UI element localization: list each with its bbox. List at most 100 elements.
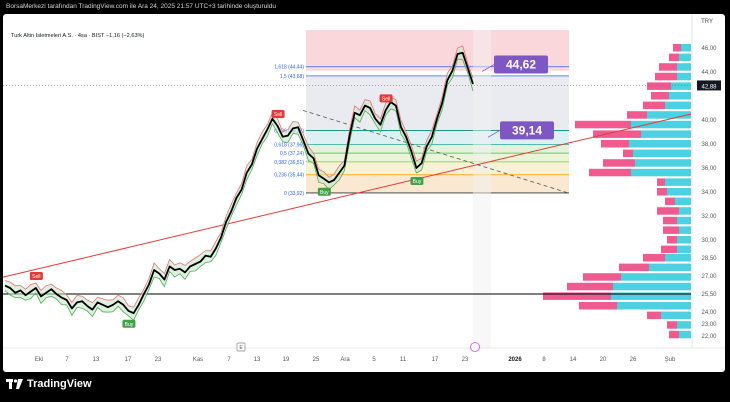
- annotation-callout: [494, 55, 548, 74]
- fib-level-label: 1,5 (43,68): [280, 74, 305, 80]
- volume-profile-down-bar: [593, 130, 641, 138]
- volume-profile-up-bar: [667, 188, 691, 196]
- x-tick-label: 14: [570, 357, 577, 363]
- chart-legend: Turk Altin Isletmeleri A.S. · 4sa · BIST…: [11, 33, 144, 39]
- volume-profile-down-bar: [661, 245, 677, 254]
- price-chart[interactable]: 1,618 (44,44)1,5 (43,68)0,786 (39,13)0,6…: [3, 14, 725, 372]
- volume-profile-down-bar: [575, 120, 631, 129]
- volume-profile-up-bar: [679, 207, 691, 215]
- volume-profile-up-bar: [669, 92, 691, 100]
- x-tick-label: 2026: [508, 357, 522, 363]
- signal-sell-label: Sell: [382, 96, 390, 102]
- earnings-marker-label: E: [239, 345, 243, 351]
- volume-profile-up-bar: [671, 82, 691, 90]
- projection-dashed-line: [302, 110, 570, 194]
- volume-profile-down-bar: [673, 44, 681, 52]
- x-tick-label: 19: [283, 357, 290, 363]
- volume-profile-down-bar: [643, 101, 665, 110]
- volume-profile-down-bar: [665, 197, 675, 206]
- volume-profile-up-bar: [661, 311, 691, 320]
- volume-profile-up-bar: [677, 72, 691, 81]
- volume-profile-up-bar: [665, 178, 691, 186]
- volume-profile-down-bar: [619, 263, 649, 272]
- volume-profile-up-bar: [675, 197, 691, 206]
- currency-label: TRY: [701, 19, 713, 25]
- volume-profile-up-bar: [611, 292, 691, 300]
- signal-sell-label: Sell: [32, 274, 40, 280]
- fib-zone-band: [306, 161, 569, 175]
- annotation-label: 39,14: [512, 123, 542, 137]
- y-tick-label: 34,00: [701, 190, 717, 196]
- last-price-label: 42,88: [701, 84, 717, 90]
- volume-profile-down-bar: [647, 82, 671, 90]
- header-bar: BorsaMerkezi tarafından TradingView.com …: [0, 0, 730, 14]
- volume-profile-down-bar: [647, 311, 661, 320]
- y-tick-label: 28,50: [701, 256, 717, 262]
- volume-profile-up-bar: [635, 159, 691, 167]
- volume-profile-down-bar: [659, 63, 677, 71]
- signal-buy-badge: [410, 177, 424, 185]
- footer-brand[interactable]: TradingView: [6, 378, 92, 390]
- upper-band-line: [4, 45, 474, 308]
- fib-level-label: 1,618 (44,44): [274, 65, 304, 71]
- fib-level-label: 0,618 (37,96): [274, 142, 304, 148]
- volume-profile-up-bar: [613, 282, 691, 291]
- signal-sell-badge: [29, 272, 43, 280]
- lower-band-line: [4, 58, 474, 321]
- y-tick-label: 23,00: [701, 322, 717, 328]
- y-tick-label: 38,00: [701, 142, 717, 148]
- volume-profile-down-bar: [627, 111, 647, 119]
- chart-panel[interactable]: 1,618 (44,44)1,5 (43,68)0,786 (39,13)0,6…: [3, 14, 725, 372]
- x-tick-label: 26: [630, 357, 637, 363]
- y-tick-label: 24,00: [701, 310, 717, 316]
- x-tick-label: Eki: [35, 357, 43, 363]
- annotation-callout: [500, 121, 554, 140]
- volume-profile-down-bar: [655, 72, 677, 81]
- volume-profile-up-bar: [631, 168, 691, 177]
- annotation-pointer: [481, 64, 495, 72]
- fib-zone-band: [306, 174, 569, 193]
- y-tick-label: 40,00: [701, 118, 717, 124]
- volume-profile-up-bar: [641, 130, 691, 138]
- x-tick-label: 17: [432, 357, 439, 363]
- volume-profile-down-bar: [543, 292, 611, 300]
- volume-profile-down-bar: [567, 282, 613, 291]
- y-tick-label: 25,50: [701, 292, 717, 298]
- x-tick-label: 7: [227, 357, 231, 363]
- volume-profile-down-bar: [589, 168, 631, 177]
- x-tick-label: 7: [65, 357, 69, 363]
- signal-buy-label: Buy: [320, 190, 329, 196]
- signal-sell-label: Sell: [274, 112, 282, 118]
- trend-line: [3, 113, 692, 278]
- fib-level-label: 0,382 (36,51): [274, 160, 304, 166]
- x-tick-label: 11: [400, 357, 407, 363]
- volume-profile-up-bar: [677, 245, 691, 254]
- volume-profile-down-bar: [657, 207, 679, 215]
- volume-profile-up-bar: [629, 140, 691, 148]
- annotation-label: 44,62: [506, 58, 536, 72]
- volume-profile-down-bar: [669, 53, 679, 62]
- x-tick-label: Kas: [193, 357, 203, 363]
- x-tick-label: 13: [254, 357, 261, 363]
- volume-profile-up-bar: [679, 226, 691, 234]
- x-tick-label: 5: [372, 357, 376, 363]
- signal-sell-badge: [271, 110, 285, 118]
- fib-level-label: 0,5 (37,24): [280, 151, 305, 157]
- volume-profile-down-bar: [643, 254, 665, 262]
- y-tick-label: 32,00: [701, 214, 717, 220]
- volume-profile-up-bar: [633, 149, 691, 158]
- signal-buy-badge: [317, 187, 331, 196]
- supertrend-band-fill: [5, 45, 473, 321]
- volume-profile-up-bar: [631, 120, 691, 129]
- volume-profile-up-bar: [679, 53, 691, 62]
- volume-profile-down-bar: [603, 159, 635, 167]
- fib-zone-band: [306, 144, 569, 154]
- volume-profile-down-bar: [651, 92, 669, 100]
- x-tick-label: 8: [542, 357, 546, 363]
- footer-brand-label: TradingView: [27, 378, 92, 390]
- volume-profile-down-bar: [667, 236, 677, 244]
- y-tick-label: 30,00: [701, 238, 717, 244]
- x-tick-label: 23: [462, 357, 469, 363]
- event-marker-icon: [470, 342, 480, 352]
- price-line: [4, 51, 474, 315]
